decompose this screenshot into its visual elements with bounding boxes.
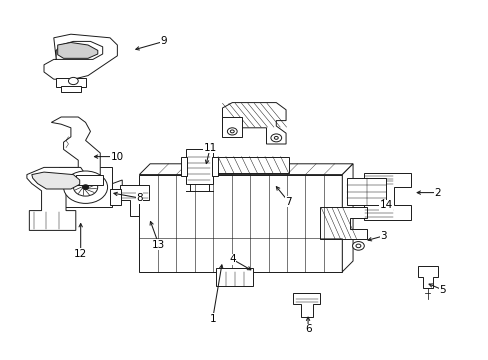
Text: 4: 4 (228, 254, 235, 264)
Polygon shape (320, 207, 366, 239)
Circle shape (227, 128, 237, 135)
Text: 13: 13 (152, 240, 165, 250)
Circle shape (274, 136, 278, 139)
Bar (56, 78, 85, 87)
Text: 12: 12 (74, 249, 87, 259)
Text: 5: 5 (438, 285, 445, 295)
Bar (216, 268, 252, 286)
Bar (76, 175, 102, 185)
Bar (59, 167, 112, 207)
Bar (185, 149, 212, 184)
Circle shape (63, 171, 107, 203)
Polygon shape (222, 103, 285, 144)
Polygon shape (139, 164, 352, 175)
Polygon shape (364, 173, 410, 220)
Circle shape (355, 244, 360, 248)
Polygon shape (44, 34, 117, 79)
Polygon shape (342, 164, 352, 272)
Text: 9: 9 (160, 36, 167, 46)
Circle shape (68, 77, 78, 85)
Bar (222, 117, 242, 137)
Circle shape (82, 185, 89, 190)
Polygon shape (58, 42, 98, 58)
Text: 10: 10 (111, 152, 123, 162)
Polygon shape (112, 180, 122, 194)
Circle shape (73, 178, 98, 196)
Text: 8: 8 (136, 193, 142, 203)
Bar (139, 175, 342, 272)
Polygon shape (51, 117, 100, 176)
Polygon shape (293, 293, 320, 317)
Text: 2: 2 (433, 188, 440, 198)
Bar (211, 157, 217, 176)
Bar (110, 189, 121, 205)
Bar (61, 86, 81, 92)
Bar (181, 157, 186, 176)
Text: 3: 3 (380, 231, 386, 241)
Text: 1: 1 (209, 314, 216, 324)
Circle shape (230, 130, 234, 133)
Text: 7: 7 (285, 197, 291, 207)
Polygon shape (120, 185, 149, 216)
Polygon shape (417, 266, 437, 288)
Text: 14: 14 (379, 200, 392, 210)
Polygon shape (32, 172, 80, 189)
Text: 6: 6 (304, 324, 311, 334)
Text: 11: 11 (203, 143, 217, 153)
Circle shape (352, 242, 364, 250)
Bar (346, 178, 386, 205)
Polygon shape (27, 167, 85, 230)
Bar (210, 157, 288, 173)
Circle shape (270, 134, 281, 142)
